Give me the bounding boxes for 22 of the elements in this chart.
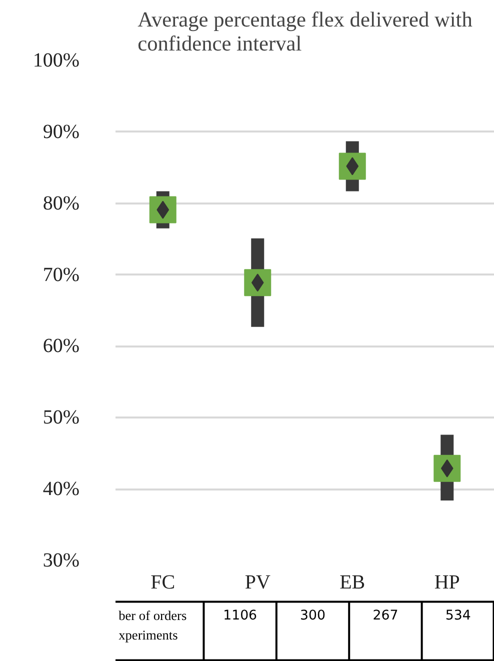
y-tick-label: 40% xyxy=(42,478,80,500)
y-tick-label: 90% xyxy=(42,120,80,143)
text: 534 xyxy=(445,608,471,624)
point xyxy=(149,196,176,224)
point xyxy=(244,269,272,296)
x-tick-label: EB xyxy=(340,572,366,594)
y-tick-label: 80% xyxy=(42,192,80,214)
x-tick-label: PV xyxy=(244,572,271,594)
y-tick-label: 60% xyxy=(42,335,80,358)
y-tick-label: 50% xyxy=(42,406,80,429)
y-tick-label: 100% xyxy=(32,50,80,72)
text: 267 xyxy=(372,608,398,624)
point xyxy=(338,152,366,180)
chart-title: Average percentage flex delivered with confidence interval xyxy=(138,8,473,56)
text: 300 xyxy=(300,608,326,624)
point xyxy=(434,454,461,482)
x-tick-label: HP xyxy=(434,572,460,594)
text: ber of orders xperiments xyxy=(118,608,187,642)
x-tick-label: FC xyxy=(150,572,176,594)
text: 1106 xyxy=(223,608,258,624)
y-tick-label: 30% xyxy=(42,550,80,572)
y-tick-label: 70% xyxy=(42,264,80,286)
